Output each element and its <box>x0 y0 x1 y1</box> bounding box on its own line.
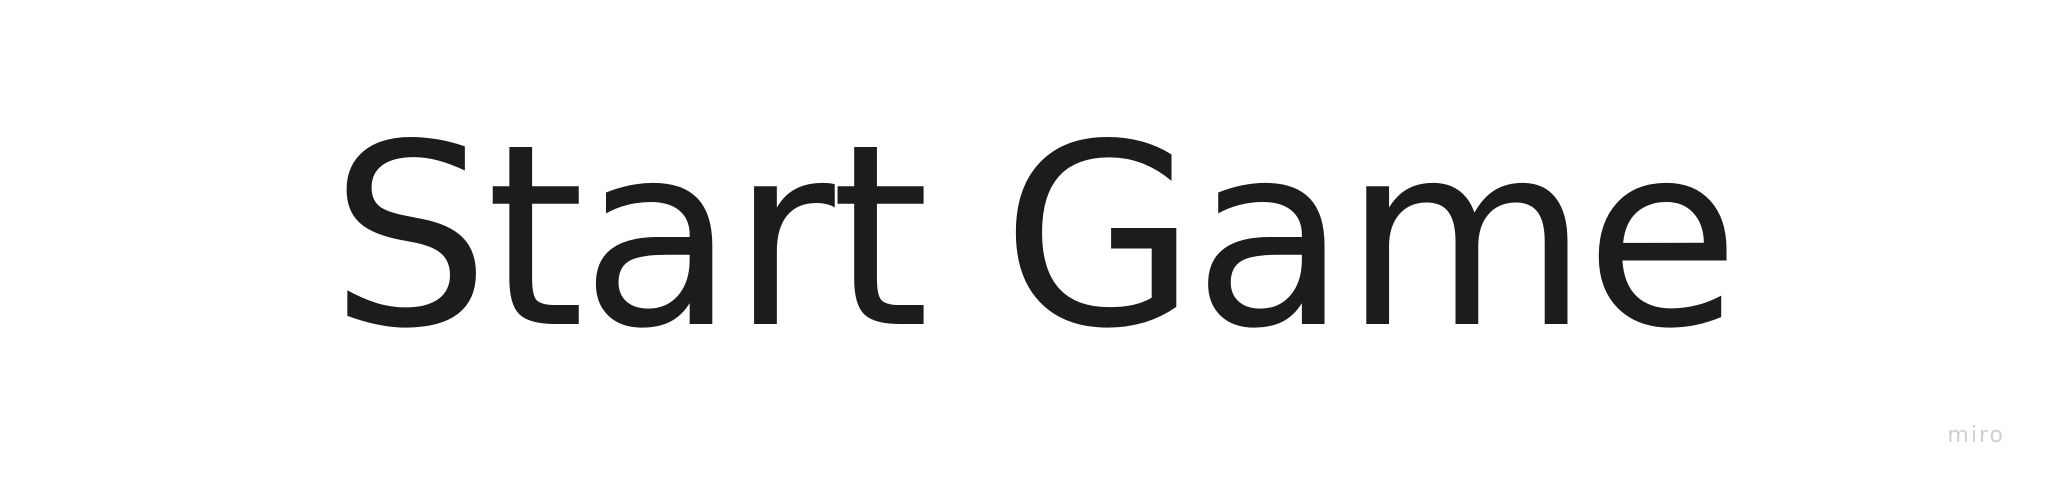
start-game-button[interactable]: Start Game <box>330 91 1740 384</box>
miro-watermark: miro <box>1947 423 2005 448</box>
